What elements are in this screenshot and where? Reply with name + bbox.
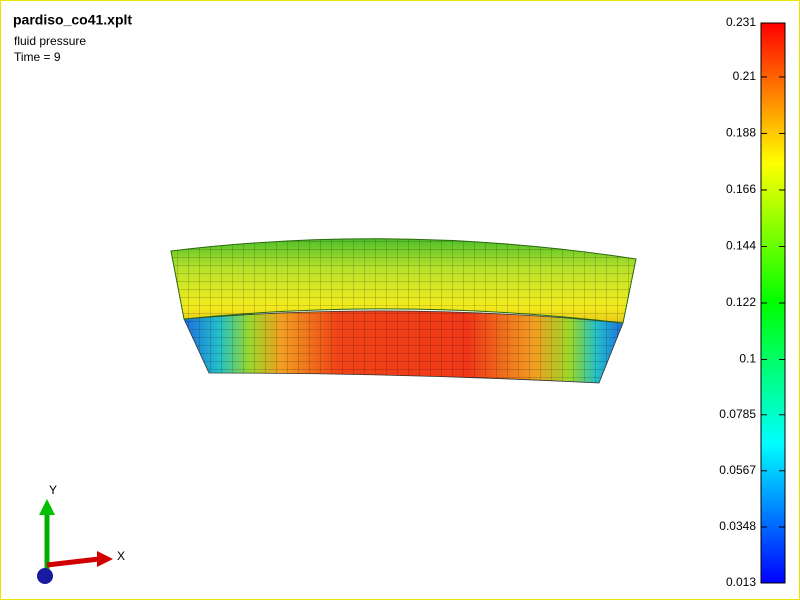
colorbar-tick-label: 0.21 [733, 69, 757, 83]
y-arrow-head [39, 499, 55, 515]
colorbar-tick-label: 0.0785 [719, 407, 756, 421]
file-title: pardiso_co41.xplt [13, 12, 132, 28]
colorbar-tick-label: 0.013 [726, 575, 756, 589]
y-axis-label: Y [49, 483, 57, 497]
colorbar-tick-label: 0.166 [726, 182, 756, 196]
colorbar-tick-label: 0.231 [726, 15, 756, 29]
x-axis-arrow [46, 556, 100, 568]
colorbar-tick-label: 0.144 [726, 239, 756, 253]
x-axis-label: X [117, 549, 125, 563]
time-label: Time = 9 [14, 50, 61, 64]
colorbar-tick-label: 0.0348 [719, 519, 756, 533]
field-name: fluid pressure [14, 34, 86, 48]
z-axis-dot [37, 568, 53, 584]
model-upper-mesh [171, 238, 636, 323]
model [170, 238, 637, 384]
x-arrow-head [97, 551, 113, 567]
model-lower-mesh [184, 310, 623, 383]
colorbar-tick-label: 0.122 [726, 295, 756, 309]
triad: Y X [37, 483, 125, 584]
colorbar-tick-label: 0.0567 [719, 463, 756, 477]
colorbar-tick-label: 0.188 [726, 126, 756, 140]
colorbar: 0.231 0.21 0.188 0.166 0.144 0.122 0.1 0.0785 0.… [719, 15, 786, 589]
colorbar-tick-label: 0.1 [739, 352, 756, 366]
